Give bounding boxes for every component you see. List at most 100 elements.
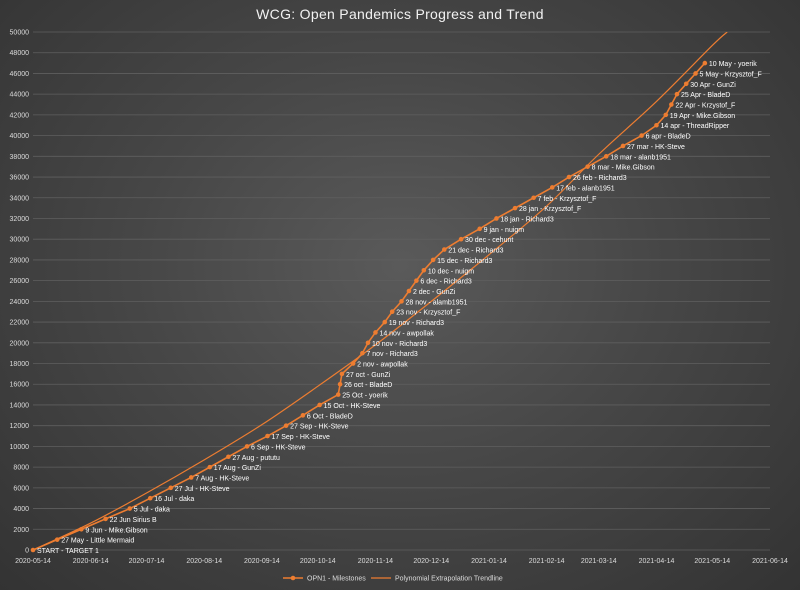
milestone-point	[654, 122, 659, 128]
x-tick-label: 2020-06-14	[73, 558, 109, 565]
x-tick-label: 2020-10-14	[300, 558, 336, 565]
milestone-point	[168, 485, 174, 491]
milestone-label: 15 Oct - HK-Steve	[324, 403, 381, 410]
y-tick-label: 36000	[10, 175, 30, 182]
legend: OPN1 - Milestones Polynomial Extrapolatio…	[283, 576, 503, 583]
milestone-label: 6 Sep - HK-Steve	[251, 444, 306, 451]
y-tick-label: 42000	[10, 112, 30, 119]
x-tick-label: 2020-08-14	[186, 558, 222, 565]
milestone-point	[265, 433, 270, 439]
milestone-point	[103, 516, 108, 522]
milestone-label: 28 nov - alamb1951	[406, 299, 468, 306]
milestone-label: 10 dec - nuigm	[428, 268, 474, 275]
milestone-point	[389, 309, 395, 315]
grid-layer	[33, 31, 770, 551]
milestone-label: 27 May - Little Mermaid	[61, 538, 134, 545]
y-tick-label: 32000	[10, 216, 30, 223]
trendline-layer	[33, 32, 728, 550]
milestone-point	[382, 319, 388, 325]
y-tick-label: 48000	[10, 50, 30, 57]
milestone-point	[603, 154, 609, 159]
y-axis-ticks: 0 2000 4000 6000 8000 10000 12000 14000 16000 180…	[10, 30, 30, 555]
legend-label: OPN1 - Milestones	[307, 576, 366, 583]
milestone-label: 27 Jul - HK-Steve	[175, 486, 230, 493]
legend-label: Polynomial Extrapolation Trendline	[395, 576, 503, 583]
milestone-label: 25 Apr - BladeD	[681, 92, 730, 99]
milestone-point	[373, 330, 378, 335]
milestone-label: 27 mar - HK-Steve	[627, 144, 685, 151]
x-tick-label: 2021-04-14	[639, 558, 675, 565]
milestone-label: 27 Aug - pututu	[232, 455, 280, 462]
milestone-point	[54, 537, 60, 542]
milestone-point	[693, 71, 698, 76]
milestone-label: 5 Jul - daka	[134, 507, 170, 514]
trendline	[33, 32, 728, 550]
milestone-point	[531, 195, 536, 201]
milestone-label: 25 Oct - yoerik	[342, 393, 388, 400]
milestone-label: START - TARGET 1	[37, 548, 99, 555]
chart-title: WCG: Open Pandemics Progress and Trend	[256, 6, 544, 22]
y-tick-label: 18000	[10, 361, 30, 368]
y-tick-label: 2000	[13, 527, 29, 534]
milestone-label: 26 feb - Richard3	[573, 175, 627, 182]
milestone-label: 14 nov - awpollak	[379, 330, 434, 337]
milestone-point	[317, 402, 322, 408]
milestone-label: 6 dec - Richard3	[420, 279, 471, 286]
legend-marker	[290, 575, 296, 581]
milestone-label: 27 Sep - HK-Steve	[290, 424, 348, 431]
milestone-label: 22 Jun Sirius B	[110, 517, 157, 524]
milestone-point	[360, 350, 365, 356]
series-layer	[30, 60, 708, 553]
milestone-label: 19 nov - Richard3	[389, 320, 444, 327]
milestone-point	[663, 112, 669, 118]
y-tick-label: 30000	[10, 237, 30, 244]
milestone-point	[442, 247, 447, 252]
y-tick-label: 34000	[10, 195, 30, 202]
y-tick-label: 44000	[10, 92, 30, 99]
milestone-point	[335, 392, 341, 397]
milestone-point	[494, 216, 499, 221]
milestone-label: 28 jan - Krzysztof_F	[519, 206, 581, 213]
y-tick-label: 16000	[10, 382, 30, 389]
milestone-label: 18 jan - Richard3	[500, 216, 553, 223]
y-tick-label: 20000	[10, 340, 30, 347]
y-tick-label: 24000	[10, 299, 30, 306]
milestone-label: 18 mar - alanb1951	[610, 154, 671, 161]
milestone-label: 16 Jul - daka	[154, 496, 194, 503]
milestone-point	[674, 91, 680, 97]
milestone-label: 6 apr - BladeD	[646, 134, 691, 141]
milestone-point	[477, 226, 482, 232]
milestone-point	[549, 185, 555, 190]
x-tick-label: 2020-07-14	[129, 558, 165, 565]
milestone-point	[585, 164, 590, 169]
milestone-label: 22 Apr - Krzystof_F	[675, 103, 735, 110]
milestone-point	[620, 143, 626, 149]
milestone-point	[30, 547, 36, 553]
y-tick-label: 22000	[10, 320, 30, 327]
milestone-point	[458, 236, 464, 242]
milestone-label: 8 mar - Mike.Gibson	[592, 165, 655, 172]
y-tick-label: 38000	[10, 154, 30, 161]
milestone-label: 30 dec - cehunt	[465, 237, 513, 244]
milestone-label: 17 Sep - HK-Steve	[272, 434, 330, 441]
milestone-point	[365, 340, 371, 346]
y-tick-label: 40000	[10, 133, 30, 140]
milestone-label: 14 apr - ThreadRipper	[660, 123, 729, 130]
milestone-label: 9 jan - nuigm	[484, 227, 525, 234]
milestone-point	[300, 413, 306, 418]
milestone-label: 6 Oct - BladeD	[307, 413, 353, 420]
milestone-point	[283, 423, 289, 428]
y-tick-label: 46000	[10, 71, 30, 78]
y-tick-label: 6000	[13, 485, 29, 492]
y-tick-label: 50000	[10, 30, 30, 37]
x-tick-label: 2021-03-14	[581, 558, 617, 565]
x-tick-label: 2021-06-14	[752, 558, 788, 565]
milestone-label: 15 dec - Richard3	[437, 258, 492, 265]
milestone-label: 7 Aug - HK-Steve	[195, 475, 249, 482]
y-tick-label: 0	[25, 548, 29, 555]
x-tick-label: 2020-05-14	[15, 558, 51, 565]
milestone-point	[406, 288, 412, 294]
milestone-label: 7 feb - Krzysztof_F	[538, 196, 597, 203]
milestone-label: 17 feb - alanb1951	[556, 185, 614, 192]
